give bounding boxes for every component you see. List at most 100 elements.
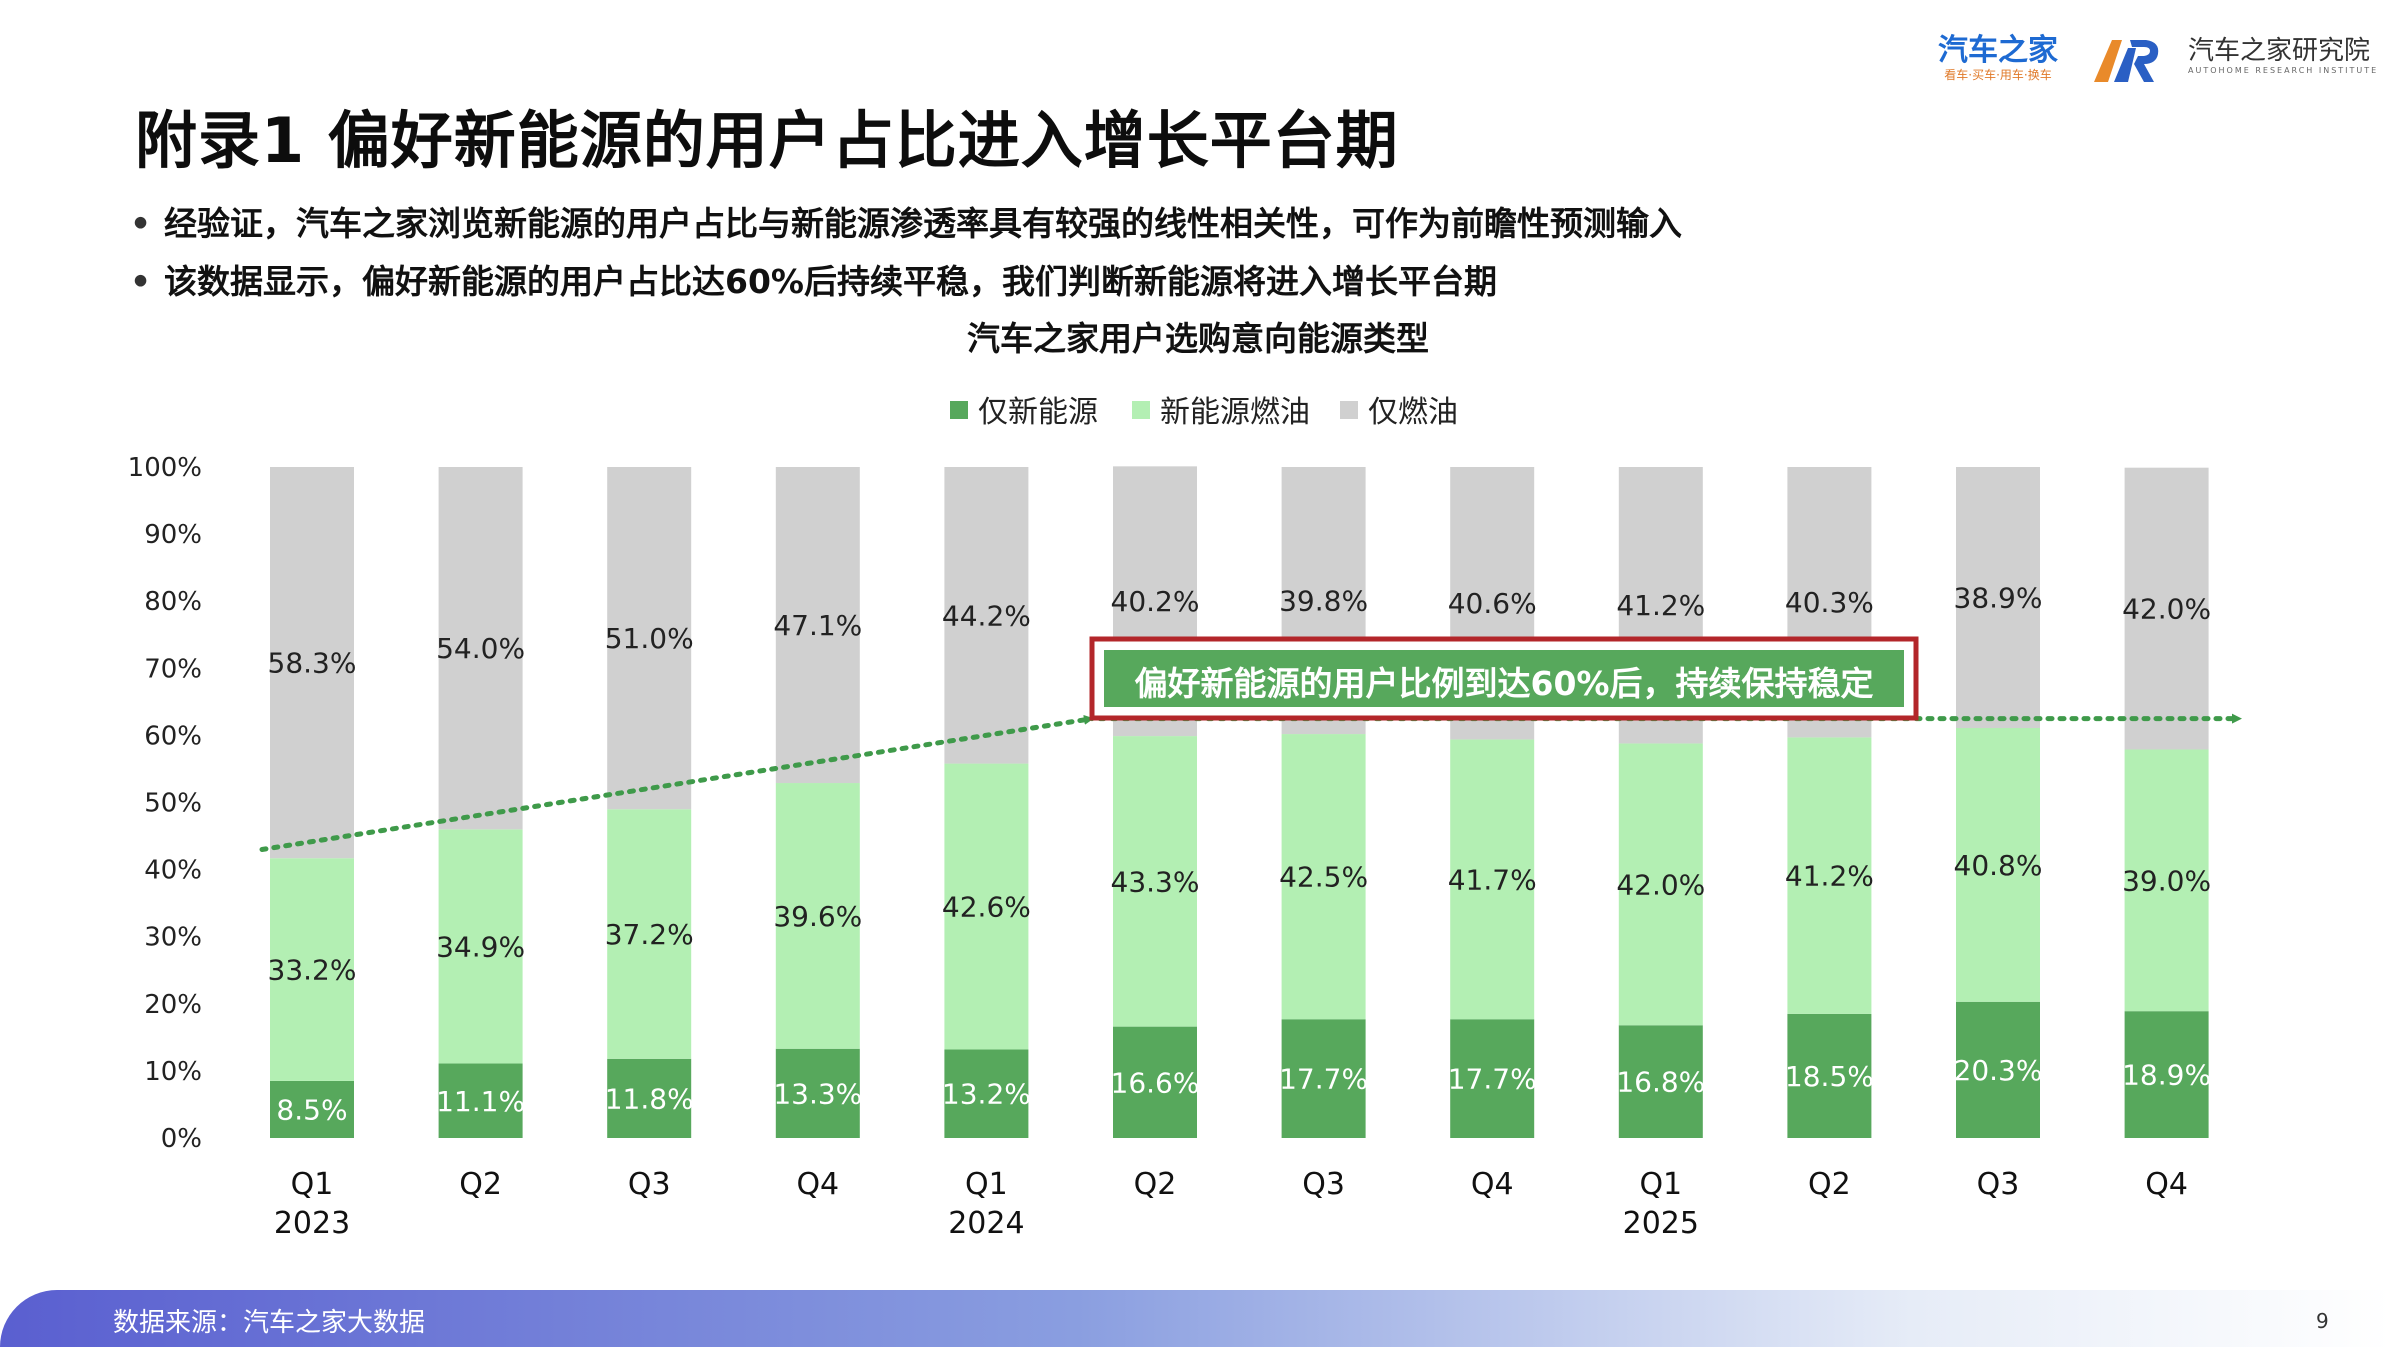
x-tick-label: Q2 [1134, 1167, 1177, 1202]
bar-segment [1787, 737, 1872, 1014]
x-tick-label: Q2 [459, 1167, 502, 1202]
bar-segment [270, 858, 354, 1081]
bar-segment [1956, 728, 2040, 1002]
data-label: 18.9% [2122, 1059, 2211, 1092]
legend-swatch [1132, 401, 1150, 419]
bullet-text: 该数据显示，偏好新能源的用户占比达60%后持续平稳，我们判断新能源将进入增长平台… [164, 262, 1497, 301]
data-label: 8.5% [276, 1093, 347, 1126]
institute-name: 汽车之家研究院 [2188, 36, 2371, 66]
legend-label: 仅燃油 [1368, 395, 1458, 430]
x-tick-label: Q4 [1471, 1167, 1514, 1202]
data-label: 34.9% [436, 930, 525, 963]
data-label: 47.1% [773, 609, 862, 642]
data-label: 41.7% [1448, 863, 1537, 896]
bar-segment [1618, 1025, 1703, 1138]
data-label: 38.9% [1954, 582, 2043, 615]
bar-segment [1450, 1019, 1535, 1138]
bullet-list: • 经验证，汽车之家浏览新能源的用户占比与新能源渗透率具有较强的线性相关性，可作为… [130, 195, 1682, 311]
data-label: 33.2% [268, 954, 357, 987]
data-label: 42.5% [1279, 861, 1368, 894]
legend-swatch [950, 401, 968, 419]
autohome-logo: 汽车之家 看车·买车·用车·换车 [1938, 33, 2058, 83]
institute-logo-text: 汽车之家研究院 AUTOHOME RESEARCH INSTITUTE [2188, 36, 2378, 75]
ar-logo-icon [2094, 40, 2159, 82]
x-tick-label: Q3 [1977, 1167, 2020, 1202]
bar-segment [270, 467, 354, 859]
bullet-item: • 该数据显示，偏好新能源的用户占比达60%后持续平稳，我们判断新能源将进入增长平… [130, 262, 1497, 301]
institute-en-name: AUTOHOME RESEARCH INSTITUTE [2188, 66, 2379, 75]
y-tick-label: 80% [144, 587, 202, 617]
data-label: 54.0% [436, 632, 525, 665]
annotation-text: 偏好新能源的用户比例到达60%后，持续保持稳定 [1135, 664, 1874, 703]
bar-segment [1956, 467, 2040, 729]
data-label: 42.0% [1616, 868, 1705, 901]
data-label: 51.0% [605, 622, 694, 655]
data-label: 16.6% [1111, 1066, 1200, 1099]
bar-segment [2124, 1011, 2209, 1138]
data-source: 数据来源：汽车之家大数据 [113, 1308, 426, 1338]
bar-segment [1618, 743, 1703, 1026]
y-tick-label: 100% [128, 453, 202, 483]
data-label: 13.3% [773, 1077, 862, 1110]
y-tick-label: 10% [144, 1057, 202, 1087]
data-label: 39.6% [773, 900, 862, 933]
data-label: 17.7% [1279, 1063, 1368, 1096]
page-title: 附录1 偏好新能源的用户占比进入增长平台期 [135, 104, 1399, 177]
bullet-text: 经验证，汽车之家浏览新能源的用户占比与新能源渗透率具有较强的线性相关性，可作为前… [164, 204, 1682, 243]
x-tick-label: Q4 [2145, 1167, 2188, 1202]
bar-segment [438, 1063, 523, 1138]
legend-label: 新能源燃油 [1160, 395, 1310, 430]
data-label: 40.6% [1448, 587, 1537, 620]
bar-segment [438, 467, 523, 830]
bar-segment [1281, 1019, 1366, 1138]
bar-segment [944, 467, 1029, 764]
data-label: 39.8% [1279, 585, 1368, 618]
page-number: 9 [2316, 1309, 2329, 1333]
bar-segment [1281, 734, 1366, 1020]
legend-label: 仅新能源 [978, 395, 1098, 430]
x-tick-label: Q2 [1808, 1167, 1851, 1202]
bar-segment [1113, 736, 1197, 1027]
bar-segment [438, 829, 523, 1064]
bar-segment [944, 1049, 1029, 1138]
y-tick-label: 20% [144, 990, 202, 1020]
bar-segment [775, 783, 860, 1049]
y-tick-label: 40% [144, 856, 202, 886]
data-label: 11.8% [605, 1082, 694, 1115]
y-tick-label: 90% [144, 520, 202, 550]
data-label: 44.2% [942, 599, 1031, 632]
bar-segment [1113, 1026, 1197, 1138]
data-label: 13.2% [942, 1078, 1031, 1111]
x-year-label: 2023 [274, 1206, 350, 1241]
x-year-label: 2025 [1623, 1206, 1699, 1241]
data-label: 40.3% [1785, 586, 1874, 619]
y-tick-label: 70% [144, 654, 202, 684]
data-label: 20.3% [1954, 1054, 2043, 1087]
x-tick-label: Q4 [796, 1167, 839, 1202]
x-tick-label: Q3 [628, 1167, 671, 1202]
bar-segment [2124, 467, 2209, 750]
data-label: 42.0% [2122, 593, 2211, 626]
y-tick-label: 30% [144, 923, 202, 953]
y-tick-label: 50% [144, 789, 202, 819]
data-label: 37.2% [605, 918, 694, 951]
data-label: 18.5% [1785, 1060, 1874, 1093]
chart-title: 汽车之家用户选购意向能源类型 [967, 319, 1429, 358]
brand-name: 汽车之家 [1938, 33, 2058, 68]
bar-segment [1450, 739, 1535, 1020]
brand-tagline: 看车·买车·用车·换车 [1944, 68, 2052, 82]
x-year-label: 2024 [948, 1206, 1024, 1241]
data-label: 16.8% [1616, 1066, 1705, 1099]
bar-segment [607, 1058, 692, 1138]
footer-bar [0, 1290, 2391, 1347]
bar-segment [607, 809, 692, 1059]
data-label: 39.0% [2122, 864, 2211, 897]
data-label: 17.7% [1448, 1063, 1537, 1096]
data-label: 11.1% [436, 1085, 525, 1118]
data-label: 41.2% [1616, 589, 1705, 622]
bar-segment [1956, 1001, 2040, 1138]
data-label: 43.3% [1111, 865, 1200, 898]
annotation-fill [1104, 650, 1904, 707]
data-label: 41.2% [1785, 860, 1874, 893]
